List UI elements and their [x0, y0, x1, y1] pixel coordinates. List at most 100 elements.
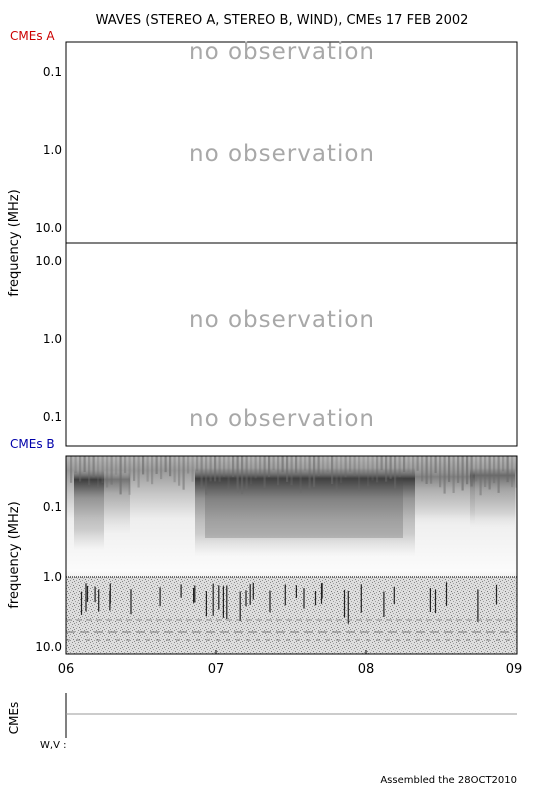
striation — [362, 456, 365, 475]
striation — [79, 456, 82, 482]
striation — [349, 456, 352, 472]
striation — [164, 456, 167, 473]
stereo-b-y-ticks: 10.0 1.0 0.1 — [35, 254, 62, 424]
striation — [322, 456, 325, 475]
figure-title: WAVES (STEREO A, STEREO B, WIND), CMEs 1… — [96, 13, 469, 28]
striation — [160, 456, 163, 480]
striation — [209, 456, 212, 482]
wind-spectrogram — [66, 456, 517, 654]
striation — [394, 456, 397, 489]
striation — [196, 456, 199, 472]
striation — [475, 456, 478, 482]
striation — [299, 456, 302, 494]
striation — [133, 456, 136, 481]
striation — [155, 456, 158, 474]
striation — [380, 456, 383, 471]
striation — [137, 456, 140, 488]
striation — [511, 456, 514, 488]
striation — [389, 456, 392, 479]
striation — [88, 456, 91, 486]
no-observation-label: no observation — [189, 141, 375, 167]
y-tick-label: 10.0 — [35, 221, 62, 235]
frequency-axis-label: frequency (MHz) — [7, 189, 22, 296]
striation — [488, 456, 491, 490]
striation — [358, 456, 361, 491]
striation — [218, 456, 221, 482]
striation — [515, 456, 517, 488]
striation — [335, 456, 338, 492]
striation — [110, 456, 113, 485]
striation — [128, 456, 131, 495]
striation — [421, 456, 424, 482]
striation — [479, 456, 482, 496]
striation — [331, 456, 334, 484]
striation — [97, 456, 100, 488]
striation — [173, 456, 176, 483]
striation — [236, 456, 239, 493]
striation — [466, 456, 469, 485]
striation — [425, 456, 428, 484]
striation — [412, 456, 415, 475]
striation — [439, 456, 442, 488]
frequency-axis-label: frequency (MHz) — [7, 501, 22, 608]
x-tick-label: 08 — [358, 662, 375, 677]
wind-y-ticks: 0.1 1.0 10.0 — [35, 500, 62, 654]
stereo-a-y-ticks: 0.1 1.0 10.0 — [35, 65, 62, 235]
striation — [182, 456, 185, 490]
striation — [101, 456, 104, 483]
striation — [295, 456, 298, 474]
x-tick-label: 09 — [506, 662, 523, 677]
striation — [70, 456, 73, 483]
striation — [124, 456, 127, 474]
assembled-footer: Assembled the 28OCT2010 — [380, 775, 517, 786]
striation — [313, 456, 316, 488]
striation — [317, 456, 320, 476]
striation — [443, 456, 446, 494]
striation — [502, 456, 505, 472]
striation — [151, 456, 154, 485]
y-tick-label: 0.1 — [43, 410, 62, 424]
striation — [497, 456, 500, 493]
striation — [263, 456, 266, 488]
striation — [376, 456, 379, 483]
striation — [254, 456, 257, 479]
striation — [385, 456, 388, 482]
striation — [286, 456, 289, 482]
stereo-a-panel — [65, 41, 518, 244]
striation — [448, 456, 451, 482]
striation — [461, 456, 464, 491]
striation — [344, 456, 347, 478]
no-observation-label: no observation — [189, 39, 375, 65]
striation — [470, 456, 473, 487]
y-tick-label: 1.0 — [43, 143, 62, 157]
x-axis: 06 07 08 09 — [58, 650, 523, 677]
x-tick-label: 06 — [58, 662, 75, 677]
striation — [142, 456, 145, 475]
striation — [290, 456, 293, 486]
y-tick-label: 0.1 — [43, 65, 62, 79]
striation — [340, 456, 343, 483]
striation — [277, 456, 280, 486]
y-tick-label: 0.1 — [43, 500, 62, 514]
no-observation-label: no observation — [189, 406, 375, 432]
y-tick-label: 10.0 — [35, 640, 62, 654]
striation — [250, 456, 253, 485]
striation — [457, 456, 460, 483]
striation — [223, 456, 226, 477]
striation — [304, 456, 307, 471]
striation — [398, 456, 401, 477]
striation — [227, 456, 230, 490]
striation — [74, 456, 77, 473]
striations — [70, 456, 517, 496]
striation — [245, 456, 248, 490]
y-tick-label: 10.0 — [35, 254, 62, 268]
striation — [371, 456, 374, 481]
no-observation-label: no observation — [189, 307, 375, 333]
striation — [241, 456, 244, 495]
y-tick-label: 1.0 — [43, 570, 62, 584]
striation — [178, 456, 181, 486]
striation — [200, 456, 203, 488]
striation — [83, 456, 86, 472]
wv-row-label: W,V : — [40, 740, 66, 751]
